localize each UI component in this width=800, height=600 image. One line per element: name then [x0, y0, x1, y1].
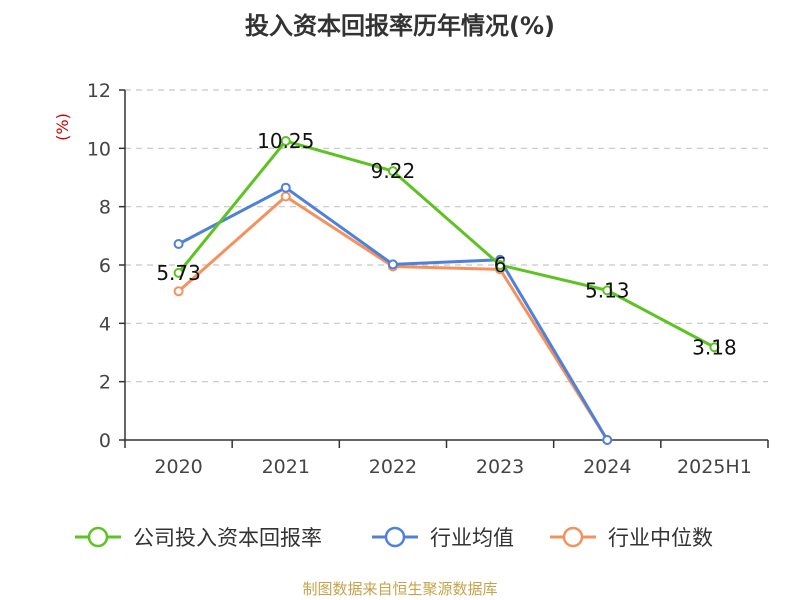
- x-tick-label: 2022: [369, 456, 417, 478]
- legend-label: 行业均值: [430, 526, 514, 550]
- data-source-note: 制图数据来自恒生聚源数据库: [302, 580, 498, 598]
- legend-swatch-marker: [384, 526, 406, 548]
- data-label: 3.18: [692, 335, 737, 359]
- x-tick-label: 2024: [583, 456, 631, 478]
- legend-item-1[interactable]: 行业均值: [372, 526, 514, 550]
- data-label: 5.13: [585, 278, 630, 302]
- series-line-0: [177, 139, 716, 349]
- legend-label: 行业中位数: [608, 526, 713, 550]
- y-axis-unit-label: (%): [53, 113, 72, 141]
- x-tick-label: 2020: [154, 456, 202, 478]
- legend-swatch-marker: [87, 526, 109, 548]
- data-label: 5.73: [156, 261, 201, 285]
- legend-swatch-marker: [562, 526, 584, 548]
- data-point[interactable]: [280, 136, 291, 147]
- data-point[interactable]: [602, 435, 613, 445]
- data-label: 10.25: [257, 129, 314, 153]
- chart-title: 投入资本回报率历年情况(%): [245, 12, 555, 40]
- series-line-1: [177, 186, 609, 441]
- y-tick-label: 2: [99, 372, 111, 394]
- data-label: 9.22: [371, 159, 416, 183]
- data-point[interactable]: [173, 267, 184, 278]
- data-point[interactable]: [387, 259, 398, 270]
- y-tick-label: 4: [99, 313, 111, 335]
- y-tick-label: 12: [87, 80, 111, 102]
- legend-item-0[interactable]: 公司投入资本回报率: [75, 526, 322, 550]
- data-label: 6: [494, 253, 507, 277]
- series-line-2: [177, 194, 609, 441]
- data-point[interactable]: [602, 285, 613, 296]
- axes: 0 2 4 6 8 10 12 2020 2021 2022 2023 2024 2025H1: [87, 80, 769, 478]
- legend-label: 公司投入资本回报率: [133, 526, 322, 550]
- y-tick-label: 8: [99, 197, 111, 219]
- data-point[interactable]: [709, 342, 720, 353]
- data-point[interactable]: [280, 182, 291, 193]
- data-point[interactable]: [173, 239, 184, 249]
- data-point[interactable]: [495, 260, 506, 270]
- data-point[interactable]: [173, 286, 184, 297]
- y-tick-label: 6: [99, 255, 111, 277]
- x-tick-label: 2021: [262, 456, 310, 478]
- series-lines: [173, 136, 720, 445]
- grid-lines: [125, 89, 768, 383]
- y-tick-label: 0: [99, 430, 111, 452]
- data-labels: 5.73 10.25 9.22 6 5.13 3.18: [156, 129, 736, 359]
- data-point[interactable]: [280, 191, 291, 202]
- data-point[interactable]: [387, 166, 398, 177]
- y-tick-label: 10: [87, 138, 111, 160]
- legend[interactable]: 公司投入资本回报率 行业均值 行业中位数: [75, 526, 713, 550]
- x-tick-label: 2023: [476, 456, 524, 478]
- legend-item-2[interactable]: 行业中位数: [550, 526, 713, 550]
- x-tick-label: 2025H1: [677, 456, 752, 478]
